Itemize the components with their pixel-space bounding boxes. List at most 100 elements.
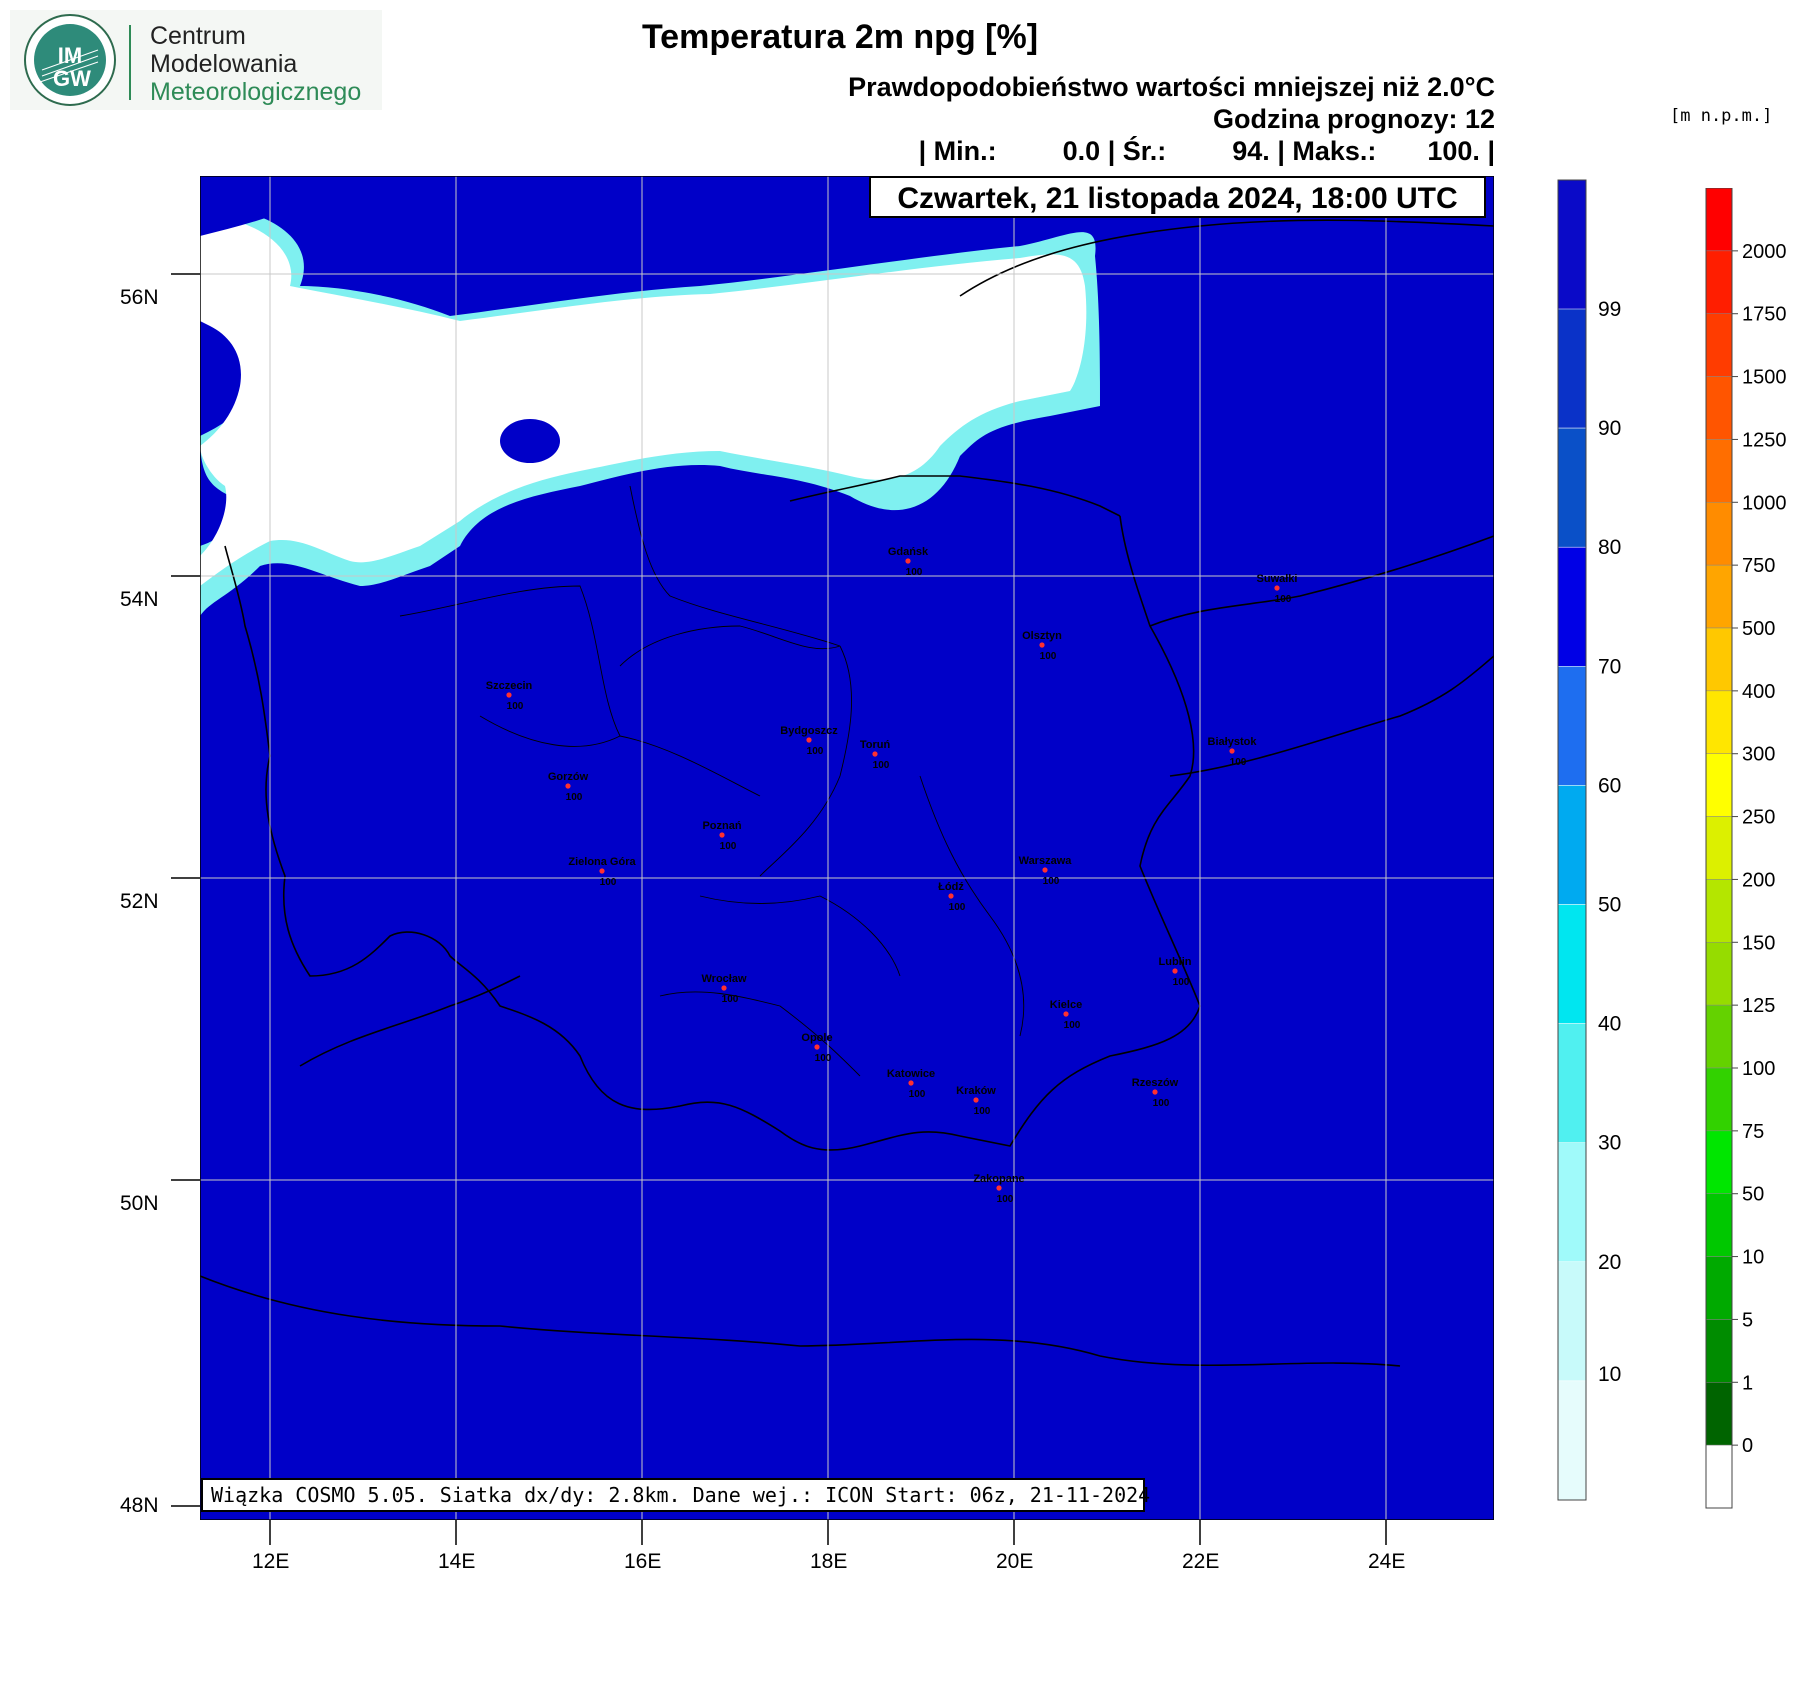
- chart-title: Temperatura 2m npg [%]: [641, 18, 1039, 56]
- lon-label-18e: 18E: [810, 1550, 848, 1573]
- colorbar-label: 1: [1742, 1372, 1753, 1394]
- colorbar-label: 500: [1742, 618, 1775, 640]
- stats-min-label: | Min.:: [918, 136, 997, 166]
- city-value: 100: [1064, 1020, 1081, 1031]
- city-value: 100: [997, 1194, 1014, 1205]
- colorbar-label: 10: [1742, 1247, 1764, 1269]
- colorbar-segment: [1705, 753, 1733, 817]
- city-value: 100: [1275, 594, 1292, 605]
- city-marker: Poznań 100: [702, 820, 741, 852]
- colorbar-label: 5: [1742, 1309, 1753, 1331]
- city-marker: Lublin 100: [1159, 956, 1192, 988]
- low-probability-area: [200, 176, 1100, 616]
- colorbar-segment: [1705, 313, 1733, 377]
- colorbar-segment: [1705, 376, 1733, 440]
- stats-max-value: 100.: [1427, 136, 1480, 166]
- city-value: 100: [722, 994, 739, 1005]
- logo-line-3: Meteorologicznego: [150, 78, 362, 106]
- colorbar-segment: [1705, 502, 1733, 566]
- colorbar-segment: [1557, 308, 1587, 429]
- colorbar-segment: [1705, 564, 1733, 629]
- colorbar-segment: [1557, 546, 1587, 667]
- colorbar-label: 80: [1598, 536, 1621, 559]
- city-dot: [948, 893, 954, 899]
- city-name: Zakopane: [973, 1173, 1024, 1185]
- colorbar-segment: [1558, 180, 1586, 309]
- stats-min-value: 0.0: [1062, 136, 1101, 166]
- colorbar-segment: [1705, 1130, 1733, 1194]
- colorbar-label: 1500: [1742, 367, 1787, 389]
- city-marker: Łódź 100: [938, 881, 966, 913]
- city-marker: Szczecin 100: [486, 680, 533, 712]
- colorbar-label: 75: [1742, 1121, 1764, 1143]
- city-value: 100: [974, 1106, 991, 1117]
- city-marker: Kielce 100: [1050, 999, 1082, 1031]
- city-dot: [1039, 642, 1045, 648]
- lon-label-12e: 12E: [252, 1550, 290, 1573]
- lon-label-20e: 20E: [996, 1550, 1034, 1573]
- city-dot: [872, 751, 878, 757]
- city-value: 100: [807, 746, 824, 757]
- colorbar-label: 50: [1598, 894, 1621, 917]
- colorbar-label: 70: [1598, 655, 1621, 678]
- logo-line-1: Centrum: [150, 22, 246, 50]
- grid-lines: [200, 176, 1494, 1520]
- city-name: Rzeszów: [1132, 1077, 1179, 1089]
- city-dot: [905, 558, 911, 564]
- city-dot: [721, 985, 727, 991]
- imgw-logo: IM GW: [10, 10, 382, 110]
- city-marker: Kraków 100: [956, 1085, 996, 1117]
- city-marker: Bydgoszcz 100: [780, 725, 838, 757]
- forecast-hour: Godzina prognozy: 12: [1212, 104, 1495, 134]
- colorbar-label: 30: [1598, 1132, 1621, 1155]
- colorbar-segment: [1705, 1256, 1733, 1320]
- city-value: 100: [566, 792, 583, 803]
- city-value: 100: [949, 902, 966, 913]
- colorbar-label: 1250: [1742, 429, 1787, 451]
- city-dot: [814, 1044, 820, 1050]
- city-dot: [565, 783, 571, 789]
- colorbar-segment: [1705, 1067, 1733, 1132]
- lat-label-56n: 56N: [120, 286, 159, 309]
- city-dot: [1063, 1011, 1069, 1017]
- stats-mean-label: | Śr.:: [1107, 136, 1167, 166]
- colorbar-segment: [1557, 1023, 1587, 1143]
- stats-mean-value: 94.: [1232, 136, 1270, 166]
- city-marker: Gdańsk 100: [888, 546, 929, 578]
- stats-max-label: | Maks.:: [1277, 136, 1377, 166]
- logo-text: Centrum Modelowania Meteorologicznego: [150, 22, 361, 106]
- lon-label-14e: 14E: [438, 1550, 476, 1573]
- city-marker: Toruń 100: [860, 739, 891, 771]
- colorbar-segment: [1705, 250, 1733, 314]
- city-marker: Gorzów 100: [548, 771, 589, 803]
- colorbar-segment: [1705, 627, 1733, 692]
- city-value: 100: [1043, 876, 1060, 887]
- city-marker: Katowice 100: [887, 1068, 935, 1100]
- city-dot: [506, 692, 512, 698]
- colorbar-segment: [1557, 904, 1587, 1024]
- city-name: Opole: [801, 1032, 832, 1044]
- lat-label-54n: 54N: [120, 588, 159, 611]
- colorbar-label: 2000: [1742, 241, 1787, 263]
- colorbar-segment: [1557, 427, 1587, 548]
- lon-label-22e: 22E: [1182, 1550, 1220, 1573]
- city-dot: [806, 737, 812, 743]
- colorbar-segment: [1705, 1444, 1733, 1509]
- colorbar-segment: [1705, 188, 1733, 252]
- city-marker: Suwałki 100: [1257, 573, 1298, 605]
- city-dot: [1172, 968, 1178, 974]
- city-name: Toruń: [860, 739, 891, 751]
- city-dot: [1229, 748, 1235, 754]
- chart-subtitle: Prawdopodobieństwo wartości mniejszej ni…: [848, 72, 1495, 102]
- valid-date: Czwartek, 21 listopada 2024, 18:00 UTC: [869, 176, 1486, 218]
- colorbar-label: 1750: [1742, 304, 1787, 326]
- city-value: 100: [1153, 1098, 1170, 1109]
- city-name: Gdańsk: [888, 546, 929, 558]
- city-name: Poznań: [702, 820, 741, 832]
- colorbar-label: 250: [1742, 807, 1775, 829]
- city-name: Wrocław: [701, 973, 746, 985]
- colorbar-segment: [1705, 1382, 1733, 1446]
- logo-badge-top: IM: [58, 43, 82, 68]
- lat-label-50n: 50N: [120, 1192, 159, 1215]
- city-name: Szczecin: [486, 680, 533, 692]
